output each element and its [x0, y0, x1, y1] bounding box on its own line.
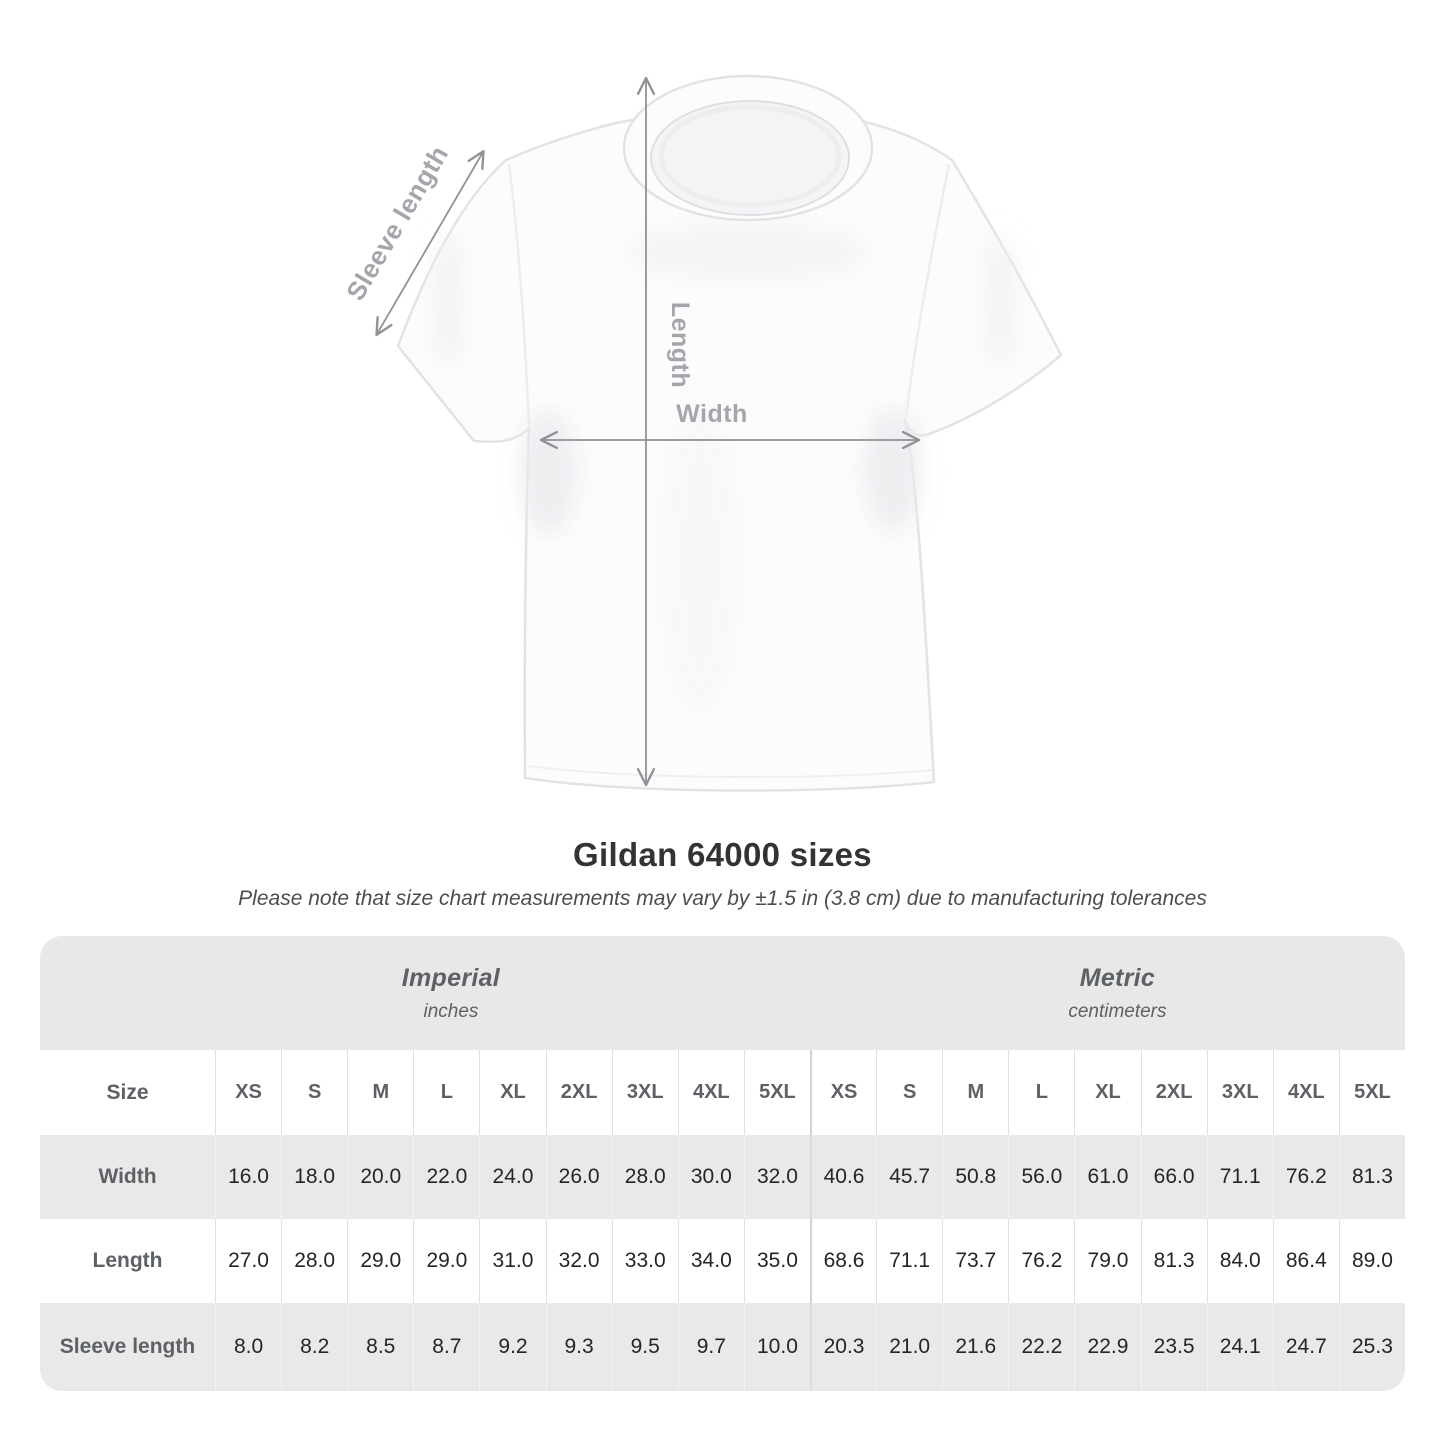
value-cell: 66.0	[1140, 1135, 1207, 1219]
tshirt-diagram-svg: Sleeve length Length Width	[340, 74, 1063, 792]
tshirt-illustration	[396, 74, 1063, 792]
value-cell: 10.0	[743, 1303, 810, 1391]
value-cell: 26.0	[545, 1135, 612, 1219]
value-cell: 32.0	[545, 1219, 612, 1303]
row-label: Width	[40, 1135, 215, 1219]
metric-header: Metric centimeters	[810, 936, 1405, 1050]
value-cell: 18.0	[281, 1135, 348, 1219]
measurement-annotations	[375, 76, 921, 787]
value-cell: 61.0	[1074, 1135, 1141, 1219]
value-cell: 45.7	[876, 1135, 943, 1219]
tshirt-diagram: Sleeve length Length Width	[340, 74, 1063, 792]
value-cell: 20.0	[347, 1135, 414, 1219]
page-title: Gildan 64000 sizes	[573, 836, 872, 873]
left-armhole-seam	[507, 163, 531, 427]
value-cell: 81.3	[1338, 1135, 1405, 1219]
value-cell: 30.0	[677, 1135, 744, 1219]
imperial-label: Imperial	[401, 963, 501, 992]
size-chart-page: Sleeve length Length Width Gildan 64000 …	[40, 74, 1405, 1391]
value-cell: 56.0	[1008, 1135, 1075, 1219]
value-cell: 32.0	[743, 1135, 810, 1219]
size-col-header: S	[281, 1050, 348, 1135]
size-col-header: M	[347, 1050, 414, 1135]
value-cell: 40.6	[810, 1135, 877, 1219]
width-label: Width	[676, 400, 748, 428]
size-table: Imperial inches Metric centimeters Size X…	[40, 936, 1405, 1391]
size-col-header: 2XL	[1140, 1050, 1207, 1135]
value-cell: 28.0	[281, 1219, 348, 1303]
value-cell: 9.3	[545, 1303, 612, 1391]
row-label: Sleeve length	[40, 1303, 215, 1391]
value-cell: 27.0	[215, 1219, 282, 1303]
value-cell: 29.0	[413, 1219, 480, 1303]
length-label: Length	[666, 302, 694, 388]
value-cell: 9.5	[611, 1303, 678, 1391]
size-col-header: 4XL	[677, 1050, 744, 1135]
size-col-header: 5XL	[743, 1050, 810, 1135]
value-cell: 76.2	[1272, 1135, 1339, 1219]
size-header: Size	[40, 1050, 215, 1135]
tolerance-note: Please note that size chart measurements…	[238, 887, 1207, 910]
size-col-header: XL	[1074, 1050, 1141, 1135]
value-cell: 71.1	[1206, 1135, 1273, 1219]
metric-label: Metric	[1079, 963, 1156, 992]
value-cell: 8.5	[347, 1303, 414, 1391]
value-cell: 76.2	[1008, 1219, 1075, 1303]
value-cell: 29.0	[347, 1219, 414, 1303]
right-armhole-seam	[904, 163, 951, 419]
value-cell: 35.0	[743, 1219, 810, 1303]
hem-seam	[527, 765, 933, 779]
size-col-header: 2XL	[545, 1050, 612, 1135]
size-col-header: M	[942, 1050, 1009, 1135]
value-cell: 22.0	[413, 1135, 480, 1219]
size-col-header: XL	[479, 1050, 546, 1135]
value-cell: 22.2	[1008, 1303, 1075, 1391]
size-col-header: L	[413, 1050, 480, 1135]
imperial-header: Imperial inches	[40, 936, 810, 1050]
value-cell: 8.7	[413, 1303, 480, 1391]
size-col-header: XS	[215, 1050, 282, 1135]
size-grid: Size XS S M L XL 2XL 3XL 4XL 5XL XS S M L XL 2XL 3XL 4XL 5…	[40, 1050, 1405, 1391]
value-cell: 24.1	[1206, 1303, 1273, 1391]
value-cell: 86.4	[1272, 1219, 1339, 1303]
sleeve-length-arrow	[375, 149, 485, 337]
size-col-header: 5XL	[1338, 1050, 1405, 1135]
value-cell: 89.0	[1338, 1219, 1405, 1303]
value-cell: 8.0	[215, 1303, 282, 1391]
size-col-header: 3XL	[611, 1050, 678, 1135]
value-cell: 9.2	[479, 1303, 546, 1391]
value-cell: 21.6	[942, 1303, 1009, 1391]
value-cell: 28.0	[611, 1135, 678, 1219]
value-cell: 68.6	[810, 1219, 877, 1303]
value-cell: 25.3	[1338, 1303, 1405, 1391]
value-cell: 71.1	[876, 1219, 943, 1303]
value-cell: 21.0	[876, 1303, 943, 1391]
metric-unit: centimeters	[1068, 1000, 1167, 1022]
value-cell: 24.0	[479, 1135, 546, 1219]
value-cell: 31.0	[479, 1219, 546, 1303]
value-cell: 20.3	[810, 1303, 877, 1391]
value-cell: 22.9	[1074, 1303, 1141, 1391]
value-cell: 81.3	[1140, 1219, 1207, 1303]
size-col-header: 4XL	[1272, 1050, 1339, 1135]
tshirt-collar	[622, 74, 874, 222]
row-label: Length	[40, 1219, 215, 1303]
value-cell: 23.5	[1140, 1303, 1207, 1391]
value-cell: 16.0	[215, 1135, 282, 1219]
size-col-header: XS	[810, 1050, 877, 1135]
value-cell: 9.7	[677, 1303, 744, 1391]
size-col-header: L	[1008, 1050, 1075, 1135]
value-cell: 33.0	[611, 1219, 678, 1303]
value-cell: 8.2	[281, 1303, 348, 1391]
value-cell: 79.0	[1074, 1219, 1141, 1303]
unit-band: Imperial inches Metric centimeters	[40, 936, 1405, 1050]
value-cell: 73.7	[942, 1219, 1009, 1303]
value-cell: 24.7	[1272, 1303, 1339, 1391]
imperial-unit: inches	[423, 1000, 479, 1022]
size-col-header: 3XL	[1206, 1050, 1273, 1135]
value-cell: 84.0	[1206, 1219, 1273, 1303]
value-cell: 50.8	[942, 1135, 1009, 1219]
size-col-header: S	[876, 1050, 943, 1135]
value-cell: 34.0	[677, 1219, 744, 1303]
